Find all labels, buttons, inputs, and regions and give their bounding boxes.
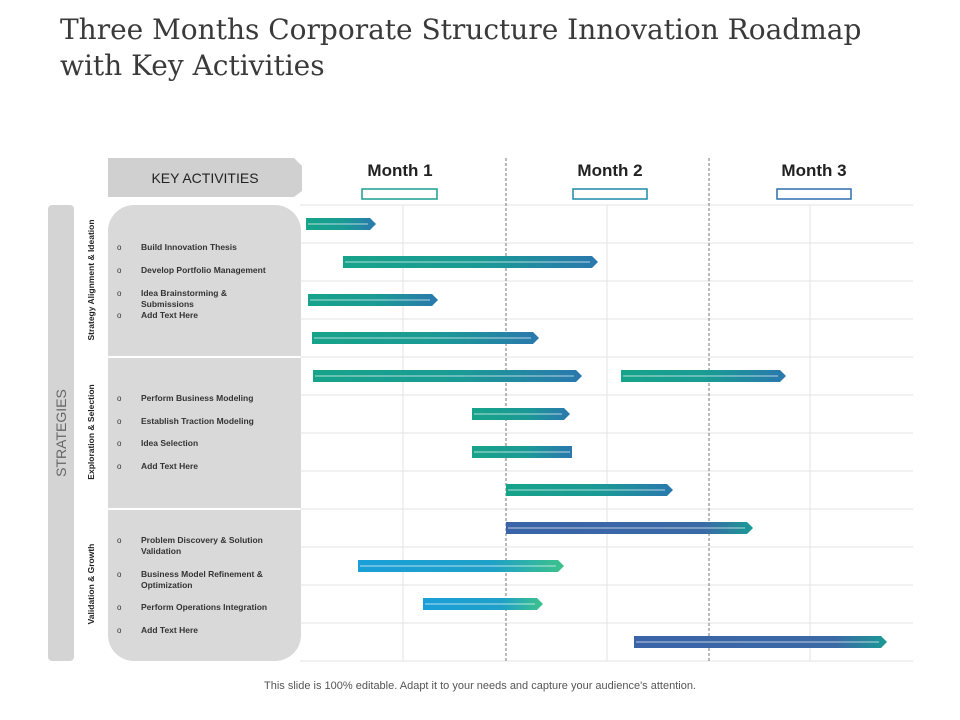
activity-bar (313, 370, 582, 382)
activity-bar (358, 560, 564, 572)
month-label: Month 1 (367, 161, 433, 180)
activity-item: Build Innovation Thesis (141, 242, 237, 252)
activity-item: Perform Business Modeling (141, 393, 254, 403)
bullet: o (117, 570, 122, 579)
bullet: o (117, 603, 122, 612)
activity-bar (343, 256, 598, 268)
bullet: o (117, 536, 122, 545)
bullet: o (117, 626, 122, 635)
bullet: o (117, 417, 122, 426)
activity-item: Business Model Refinement & Optimization (141, 569, 263, 590)
group-label: Exploration & Selection (86, 384, 96, 480)
activity-item: Idea Selection (141, 438, 199, 448)
bullet: o (117, 289, 122, 298)
bullet: o (117, 394, 122, 403)
activities-panel (108, 205, 301, 661)
activity-bar (423, 598, 543, 610)
activity-bar (472, 446, 572, 458)
bullet: o (117, 243, 122, 252)
title: Three Months Corporate Structure Innovat… (60, 13, 862, 82)
activity-bar (634, 636, 887, 648)
activity-item: Idea Brainstorming & Submissions (141, 288, 227, 309)
activity-item: Develop Portfolio Management (141, 265, 266, 275)
activity-item: Add Text Here (141, 461, 198, 471)
month-marker (776, 188, 852, 200)
activity-item: Problem Discovery & Solution Validation (141, 535, 263, 556)
strategies-bar (48, 205, 74, 661)
activity-item: Perform Operations Integration (141, 602, 268, 612)
activity-bar (472, 408, 570, 420)
activity-item: Add Text Here (141, 310, 198, 320)
activity-bar (506, 522, 753, 534)
month-label: Month 3 (781, 161, 847, 180)
month-marker (572, 188, 648, 200)
bullet: o (117, 439, 122, 448)
key-activities-label: KEY ACTIVITIES (151, 170, 259, 186)
activity-item: Establish Traction Modeling (141, 416, 254, 426)
activity-bar (506, 484, 673, 496)
grid (300, 158, 913, 662)
strategies-label: STRATEGIES (53, 389, 69, 477)
month-marker (361, 188, 438, 200)
key-activities-box (108, 158, 302, 197)
activity-bar (306, 218, 376, 230)
group-label: Validation & Growth (86, 543, 96, 625)
activity-item: Add Text Here (141, 625, 198, 635)
group-label: Strategy Alignment & Ideation (86, 219, 96, 341)
month-label: Month 2 (577, 161, 643, 180)
bars (306, 218, 887, 648)
bullet: o (117, 462, 122, 471)
activity-bar (308, 294, 438, 306)
bullet: o (117, 266, 122, 275)
bullet: o (117, 311, 122, 320)
activity-bar (312, 332, 539, 344)
footer: This slide is 100% editable. Adapt it to… (264, 680, 696, 692)
activity-bar (621, 370, 786, 382)
